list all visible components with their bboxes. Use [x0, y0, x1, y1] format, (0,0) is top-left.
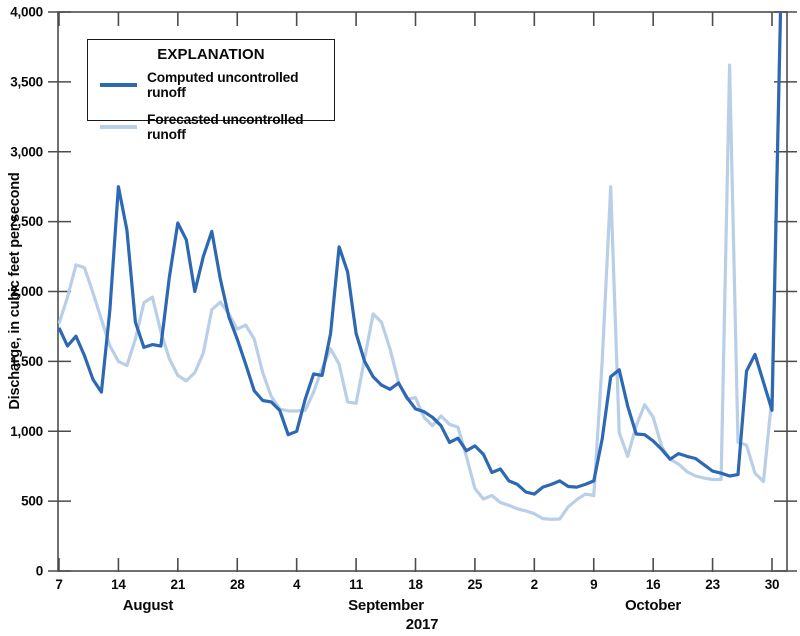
- x-tick-label: 14: [111, 577, 126, 592]
- x-tick-label: 23: [705, 577, 720, 592]
- y-tick-label: 1,000: [10, 424, 43, 439]
- month-label-september: September: [348, 597, 424, 614]
- month-label-october: October: [625, 597, 681, 614]
- x-tick-labels: 7 14 21 28 4 11 18 25 2 9 16 23 30: [55, 577, 779, 592]
- y-tick-label: 1,500: [10, 354, 43, 369]
- legend-label-forecasted: Forecasted uncontrolled runoff: [147, 112, 304, 142]
- x-tick-label: 11: [349, 577, 364, 592]
- x-tick-label: 18: [408, 577, 423, 592]
- x-tick-label: 21: [171, 577, 186, 592]
- y-tick-label: 4,000: [10, 5, 43, 20]
- x-tick-label: 25: [468, 577, 483, 592]
- y-axis-title: Discharge, in cubic feet per second: [7, 172, 23, 410]
- x-tick-label: 9: [590, 577, 597, 592]
- legend-label-computed: Computed uncontrolled runoff: [147, 70, 299, 100]
- year-label: 2017: [406, 616, 439, 633]
- y-tick-label: 2,500: [10, 214, 43, 229]
- x-tick-label: 4: [293, 577, 301, 592]
- x-tick-label: 7: [55, 577, 62, 592]
- runoff-lines: [58, 12, 783, 521]
- x-tick-label: 28: [230, 577, 245, 592]
- computed-line-swatch: [100, 83, 137, 87]
- forecasted-line-swatch: [100, 125, 137, 129]
- x-tick-label: 2: [531, 577, 538, 592]
- y-tick-labels: 0 500 1,000 1,500 2,000 2,500 3,000 3,500 4,000: [10, 5, 43, 579]
- y-tick-label: 500: [21, 494, 43, 509]
- legend-item-forecasted: Forecasted uncontrolled runoff: [100, 112, 334, 142]
- y-tick-label: 0: [36, 564, 43, 579]
- month-label-august: August: [123, 597, 174, 614]
- x-tick-label: 16: [646, 577, 661, 592]
- legend-item-computed: Computed uncontrolled runoff: [100, 70, 334, 100]
- computed-runoff-line: [58, 12, 783, 496]
- x-tick-label: 30: [765, 577, 780, 592]
- forecasted-runoff-line: [58, 12, 783, 521]
- legend-box: EXPLANATION Computed uncontrolled runoff…: [87, 39, 335, 142]
- y-tick-label: 3,000: [10, 144, 43, 159]
- legend-title: EXPLANATION: [157, 46, 265, 63]
- axis-frame-and-ticks: [48, 11, 797, 572]
- y-tick-label: 3,500: [10, 74, 43, 89]
- y-tick-label: 2,000: [10, 284, 43, 299]
